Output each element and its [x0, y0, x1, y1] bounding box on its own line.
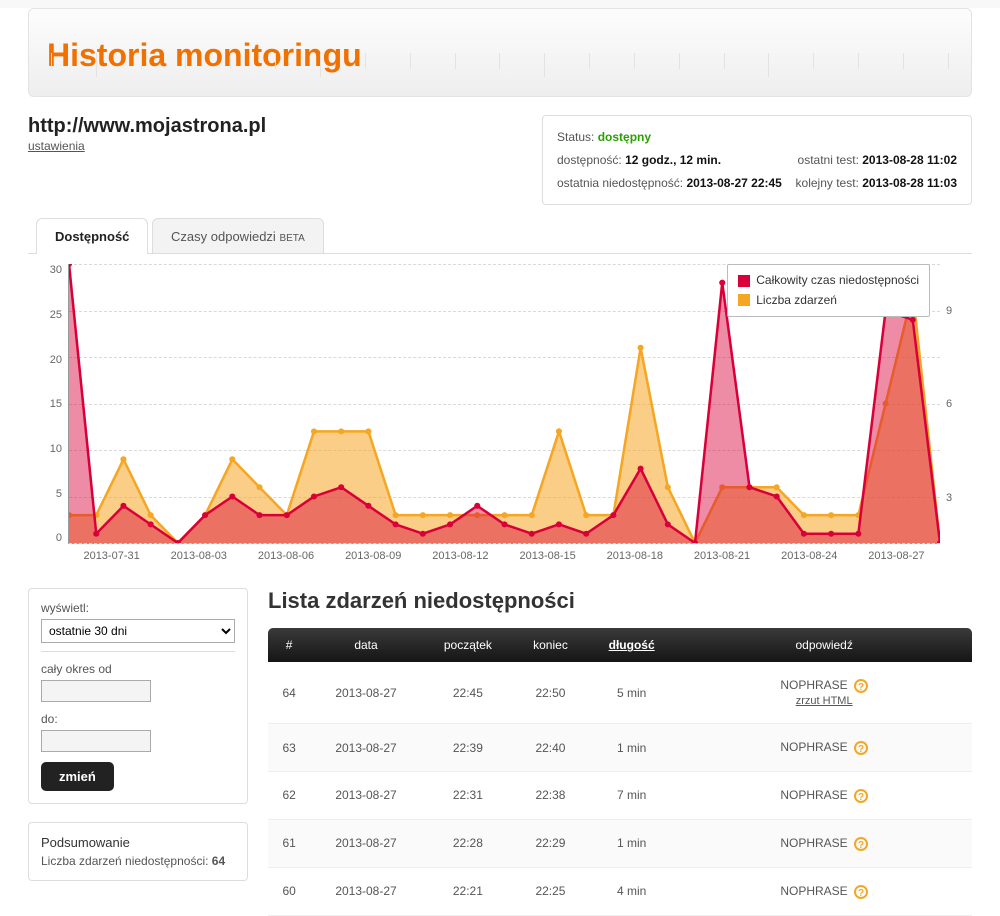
range-select[interactable]: ostatnie 30 dni	[41, 619, 235, 643]
summary-count-label: Liczba zdarzeń niedostępności:	[41, 854, 208, 868]
to-input[interactable]	[41, 730, 151, 752]
help-icon[interactable]: ?	[854, 789, 868, 803]
tab-response-label: Czasy odpowiedzi	[171, 229, 276, 244]
filter-panel: wyświetl: ostatnie 30 dni cały okres od …	[28, 588, 248, 804]
cell-start: 22:28	[422, 819, 514, 867]
tabs: Dostępność Czasy odpowiedzi BETA	[0, 217, 1000, 253]
status-value: dostępny	[598, 130, 651, 144]
cell-num: 62	[268, 772, 310, 820]
cell-len: 1 min	[587, 724, 676, 772]
cell-num: 61	[268, 819, 310, 867]
cell-num: 64	[268, 662, 310, 723]
tab-availability[interactable]: Dostępność	[36, 218, 148, 254]
help-icon[interactable]: ?	[854, 679, 868, 693]
legend-label-a: Całkowity czas niedostępności	[756, 271, 919, 290]
x-axis: 2013-07-312013-08-032013-08-062013-08-09…	[68, 550, 940, 562]
cell-date: 2013-08-27	[310, 662, 421, 723]
cell-resp: NOPHRASE ?	[676, 867, 972, 915]
legend-swatch-a	[738, 275, 750, 287]
legend-label-b: Liczba zdarzeń	[756, 291, 837, 310]
cell-start: 22:39	[422, 724, 514, 772]
cell-end: 22:38	[514, 772, 587, 820]
from-label: cały okres od	[41, 662, 235, 676]
cell-date: 2013-08-27	[310, 867, 421, 915]
status-label: Status:	[557, 130, 594, 144]
table-row: 622013-08-2722:3122:387 minNOPHRASE ?	[268, 772, 972, 820]
avail-label: dostępność:	[557, 153, 622, 167]
summary-title: Podsumowanie	[41, 835, 235, 850]
cell-end: 22:50	[514, 662, 587, 723]
cell-resp: NOPHRASE ?	[676, 724, 972, 772]
th-end[interactable]: koniec	[514, 628, 587, 662]
cell-num: 60	[268, 867, 310, 915]
summary-count-value: 64	[212, 854, 225, 868]
tab-response-times[interactable]: Czasy odpowiedzi BETA	[152, 218, 324, 254]
help-icon[interactable]: ?	[854, 837, 868, 851]
th-date[interactable]: data	[310, 628, 421, 662]
y-axis-right: 963	[940, 264, 972, 544]
cell-start: 22:21	[422, 867, 514, 915]
last-down-label: ostatnia niedostępność:	[557, 176, 683, 190]
cell-len: 4 min	[587, 867, 676, 915]
legend-swatch-b	[738, 294, 750, 306]
th-start[interactable]: początek	[422, 628, 514, 662]
cell-resp: NOPHRASE ?	[676, 819, 972, 867]
avail-value: 12 godz., 12 min.	[625, 153, 721, 167]
y-axis-left: 302520151050	[28, 264, 68, 544]
settings-link[interactable]: ustawienia	[28, 139, 85, 153]
cell-end: 22:40	[514, 724, 587, 772]
cell-len: 1 min	[587, 819, 676, 867]
to-label: do:	[41, 712, 235, 726]
cell-resp: NOPHRASE ?zrzut HTML	[676, 662, 972, 723]
table-row: 642013-08-2722:4522:505 minNOPHRASE ?zrz…	[268, 662, 972, 723]
events-title: Lista zdarzeń niedostępności	[268, 588, 972, 614]
cell-len: 7 min	[587, 772, 676, 820]
cell-start: 22:45	[422, 662, 514, 723]
last-down-value: 2013-08-27 22:45	[686, 176, 781, 190]
show-label: wyświetl:	[41, 601, 235, 615]
cell-len: 5 min	[587, 662, 676, 723]
cell-date: 2013-08-27	[310, 772, 421, 820]
table-row: 632013-08-2722:3922:401 minNOPHRASE ?	[268, 724, 972, 772]
help-icon[interactable]: ?	[854, 885, 868, 899]
cell-resp: NOPHRASE ?	[676, 772, 972, 820]
last-test-label: ostatni test:	[798, 153, 859, 167]
events-table: # data początek koniec długość odpowiedź…	[268, 628, 972, 915]
summary-panel: Podsumowanie Liczba zdarzeń niedostępnoś…	[28, 822, 248, 881]
status-box: Status: dostępny dostępność: 12 godz., 1…	[542, 115, 972, 205]
page-title: Historia monitoringu	[47, 37, 953, 74]
apply-button[interactable]: zmień	[41, 762, 114, 791]
th-num[interactable]: #	[268, 628, 310, 662]
th-response[interactable]: odpowiedź	[676, 628, 972, 662]
table-row: 602013-08-2722:2122:254 minNOPHRASE ?	[268, 867, 972, 915]
help-icon[interactable]: ?	[854, 741, 868, 755]
table-row: 612013-08-2722:2822:291 minNOPHRASE ?	[268, 819, 972, 867]
chart-area: Całkowity czas niedostępności Liczba zda…	[28, 253, 972, 566]
cell-start: 22:31	[422, 772, 514, 820]
last-test-value: 2013-08-28 11:02	[862, 153, 957, 167]
site-url-heading: http://www.mojastrona.pl	[28, 115, 266, 138]
cell-end: 22:29	[514, 819, 587, 867]
next-test-label: kolejny test:	[796, 176, 859, 190]
cell-end: 22:25	[514, 867, 587, 915]
cell-date: 2013-08-27	[310, 724, 421, 772]
from-input[interactable]	[41, 680, 151, 702]
beta-badge: BETA	[279, 233, 304, 244]
th-length[interactable]: długość	[587, 628, 676, 662]
chart-legend: Całkowity czas niedostępności Liczba zda…	[727, 264, 930, 316]
cell-date: 2013-08-27	[310, 819, 421, 867]
html-dump-link[interactable]: zrzut HTML	[684, 695, 964, 707]
page-banner: Historia monitoringu	[28, 8, 972, 97]
cell-num: 63	[268, 724, 310, 772]
next-test-value: 2013-08-28 11:03	[862, 176, 957, 190]
